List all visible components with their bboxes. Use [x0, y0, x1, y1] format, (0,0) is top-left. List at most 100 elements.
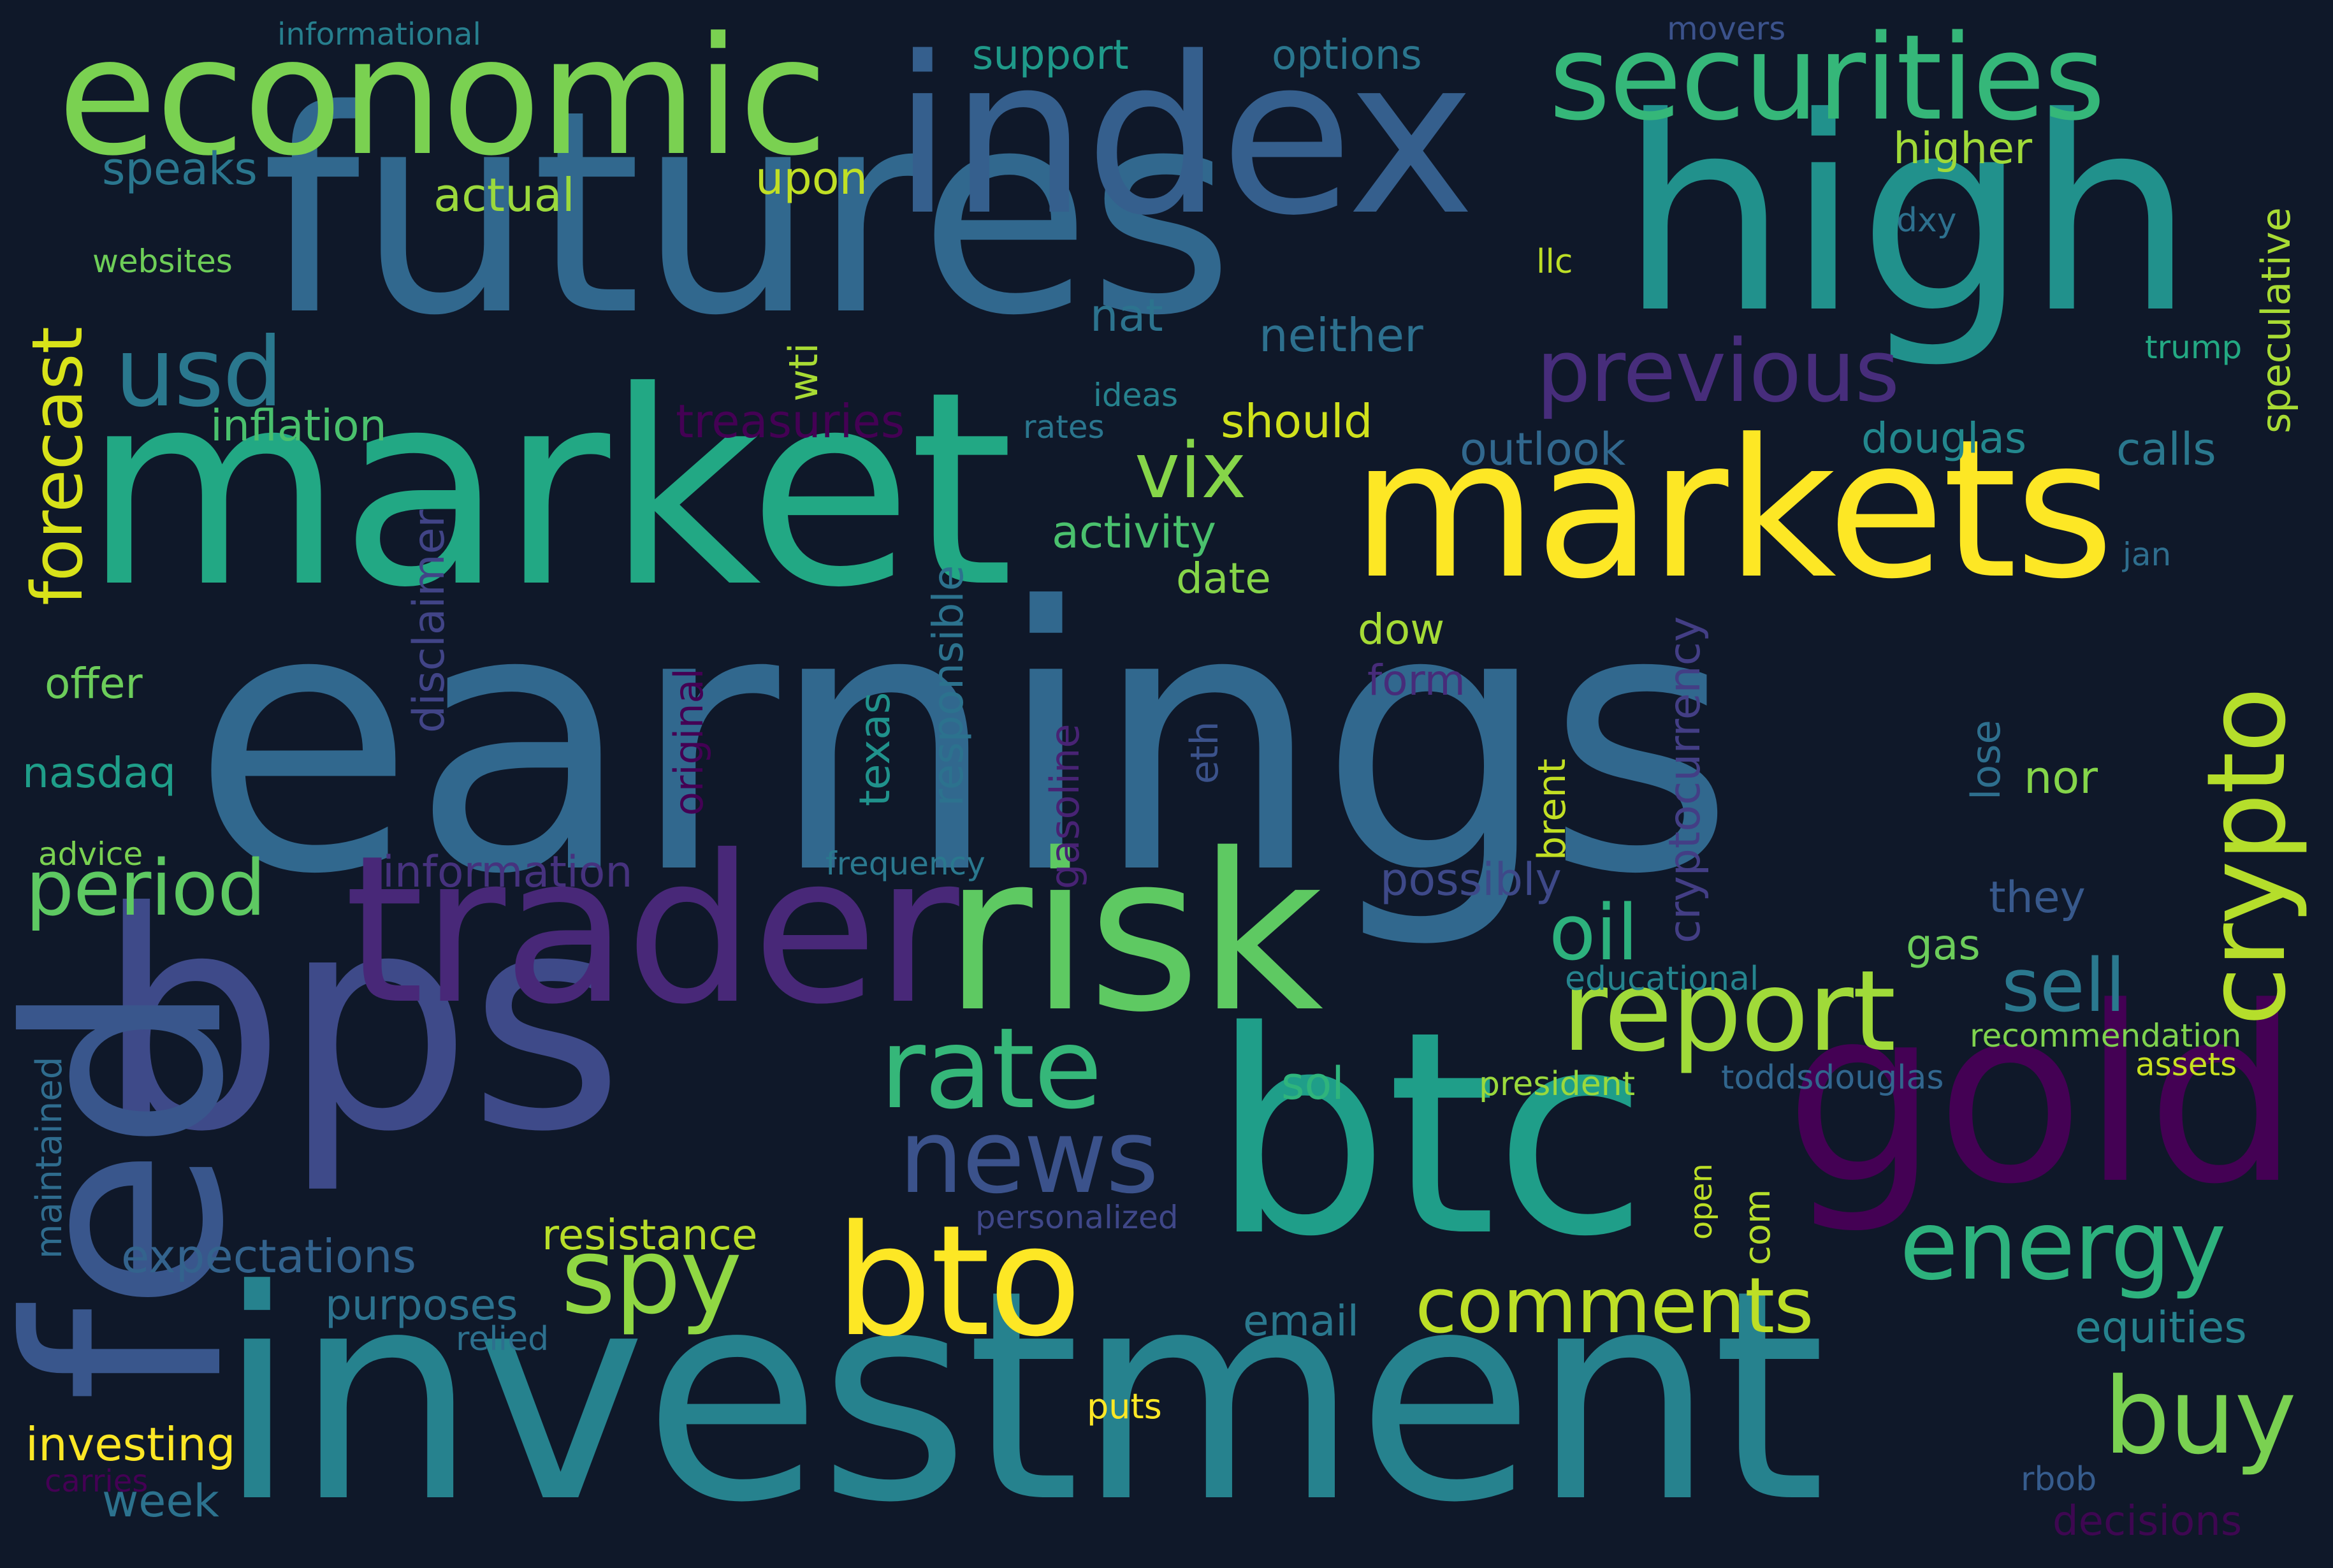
word-websites: websites [92, 243, 233, 280]
word-bto: bto [835, 1192, 1082, 1370]
word-outlook: outlook [1460, 423, 1626, 475]
word-eth: eth [1182, 721, 1227, 784]
word-carries: carries [45, 1463, 149, 1499]
word-trader: trader [344, 812, 959, 1049]
word-actual: actual [433, 168, 575, 222]
word-personalized: personalized [975, 1199, 1179, 1236]
word-purposes: purposes [325, 1281, 518, 1330]
word-nasdaq: nasdaq [22, 748, 176, 797]
word-should: should [1221, 395, 1373, 448]
word-upon: upon [755, 152, 868, 205]
word-btc: btc [1211, 971, 1648, 1298]
word-previous: previous [1536, 321, 1900, 421]
word-they: they [1989, 873, 2086, 923]
word-gold: gold [1785, 955, 2300, 1237]
word-calls: calls [2116, 423, 2216, 475]
word-movers: movers [1667, 10, 1786, 47]
word-date: date [1176, 554, 1271, 603]
word-email: email [1243, 1296, 1360, 1346]
word-investment: investment [217, 1229, 1826, 1566]
word-rbob: rbob [2021, 1460, 2097, 1499]
word-support: support [972, 32, 1129, 79]
word-expectations: expectations [121, 1230, 417, 1283]
word-buy: buy [2104, 1355, 2297, 1477]
word-earnings: earnings [191, 531, 1735, 954]
word-sol: sol [1281, 1057, 1344, 1110]
word-period: period [25, 845, 266, 933]
word-futures: futures [261, 50, 1234, 377]
word-brent: brent [1530, 759, 1574, 860]
word-responsible: responsible [924, 565, 973, 806]
word-texas: texas [850, 692, 899, 806]
word-vix: vix [1135, 427, 1247, 516]
word-toddsdouglas: toddsdouglas [1721, 1059, 1944, 1097]
word-inflation: inflation [210, 401, 387, 451]
word-offer: offer [45, 659, 143, 708]
word-gas: gas [1906, 920, 1981, 969]
word-spy: spy [561, 1215, 742, 1337]
word-llc: llc [1536, 243, 1573, 281]
word-relied: relied [456, 1320, 549, 1358]
word-original: original [665, 668, 712, 816]
word-markets: markets [1351, 398, 2114, 621]
word-dxy: dxy [1896, 201, 1957, 240]
word-informational: informational [277, 17, 481, 52]
word-information: information [382, 847, 633, 897]
word-president: president [1479, 1065, 1636, 1103]
word-treasuries: treasuries [676, 395, 905, 448]
word-educational: educational [1565, 960, 1759, 998]
word-comments: comments [1415, 1262, 1814, 1351]
word-crypto: crypto [2184, 688, 2310, 1026]
word-open: open [1683, 1163, 1719, 1240]
word-index: index [892, 11, 1475, 263]
word-frequency: frequency [825, 845, 985, 882]
word-wti: wti [780, 342, 827, 402]
word-rate: rate [880, 1005, 1102, 1134]
word-equities: equities [2075, 1303, 2247, 1353]
word-sell: sell [2002, 943, 2126, 1029]
word-nat: nat [1090, 289, 1163, 342]
word-resistance: resistance [542, 1210, 758, 1259]
word-news: news [899, 1097, 1159, 1216]
word-options: options [1272, 32, 1422, 79]
word-oil: oil [1549, 889, 1639, 978]
word-speculative: speculative [2253, 207, 2299, 433]
word-trump: trump [2145, 329, 2242, 366]
word-recommendation: recommendation [1970, 1017, 2242, 1054]
word-report: report [1562, 947, 1896, 1077]
word-activity: activity [1052, 506, 1217, 558]
word-decisions: decisions [2053, 1498, 2242, 1545]
word-cryptocurrency: cryptocurrency [1660, 616, 1710, 943]
word-gasoline: gasoline [1042, 723, 1088, 889]
word-assets: assets [2135, 1046, 2237, 1083]
word-forecast: forecast [17, 327, 98, 606]
word-form: form [1367, 656, 1465, 705]
word-ideas: ideas [1093, 377, 1179, 414]
word-higher: higher [1893, 124, 2033, 174]
word-high: high [1619, 61, 2195, 372]
word-risk: risk [943, 808, 1323, 1060]
word-speaks: speaks [102, 143, 258, 195]
word-energy: energy [1900, 1191, 2227, 1302]
word-usd: usd [115, 317, 283, 428]
word-com: com [1737, 1189, 1778, 1265]
word-dow: dow [1358, 605, 1445, 654]
word-neither: neither [1259, 309, 1423, 362]
word-jan: jan [2123, 536, 2172, 573]
word-lose: lose [1963, 720, 2009, 800]
word-possibly: possibly [1380, 853, 1562, 906]
word-bps: bps [96, 848, 625, 1197]
word-disclaimer: disclaimer [404, 509, 454, 733]
word-rates: rates [1023, 409, 1105, 446]
word-economic: economic [57, 3, 828, 192]
word-nor: nor [2024, 751, 2098, 804]
word-week: week [102, 1475, 219, 1527]
word-douglas: douglas [1861, 414, 2027, 463]
word-puts: puts [1087, 1386, 1162, 1426]
word-advice: advice [38, 836, 143, 873]
word-investing: investing [25, 1418, 236, 1471]
word-maintained: maintained [29, 1056, 70, 1259]
word-securities: securities [1549, 9, 2105, 147]
word-market: market [83, 335, 1014, 646]
